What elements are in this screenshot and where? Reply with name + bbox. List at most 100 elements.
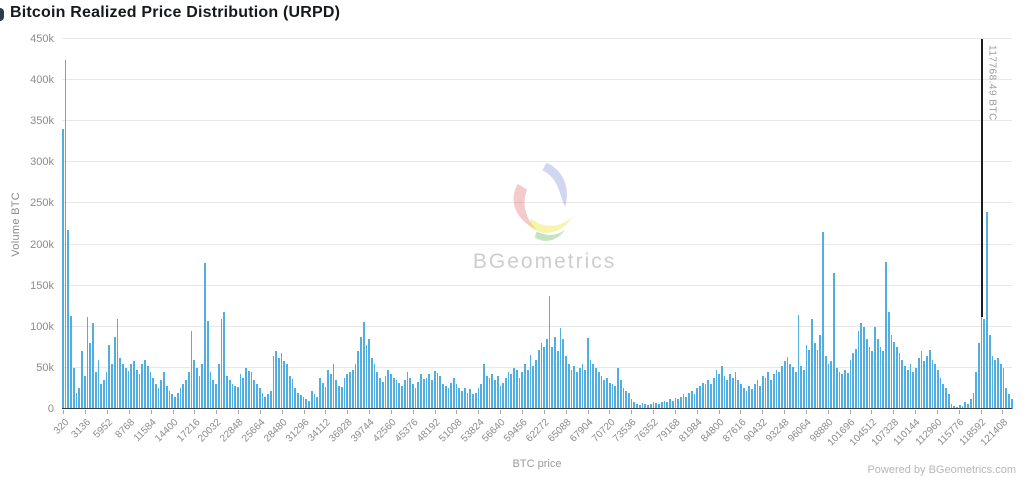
bar [103,380,105,409]
x-tick-mark [805,410,807,414]
bar [165,385,168,409]
bar [135,369,138,409]
bar [524,363,526,409]
bar [316,396,319,409]
bar [871,351,874,409]
bar [808,349,811,409]
x-tick-mark [587,410,589,414]
x-tick-label: 36928 [327,417,356,445]
bar [187,372,190,409]
bar [220,318,223,409]
plot-area[interactable]: 117768.49 BTC BGeometrics [62,38,1013,409]
bar [633,402,636,409]
x-tick-mark [412,410,414,414]
bar [797,315,800,409]
bar [381,381,384,409]
bar [980,314,983,409]
y-tick-label: 450k [30,33,54,45]
x-tick-label: 42560 [371,417,399,445]
bar [122,363,124,409]
bar [606,377,608,409]
bar [436,372,439,409]
bar [171,394,174,409]
x-tick-mark [390,410,392,414]
x-tick-mark [128,410,130,414]
gridline [62,366,1012,368]
bar [496,376,499,409]
gridline [62,284,1012,286]
bar [163,372,165,409]
bar [217,363,220,409]
bar [570,369,573,409]
gridline [62,120,1012,122]
x-tick-mark [369,410,371,414]
x-tick-label: 79168 [655,417,683,445]
bar [937,369,939,409]
bar [368,339,370,409]
bar [554,336,556,409]
chart-title: Bitcoin Realized Price Distribution (URP… [10,4,341,21]
x-tick-mark [784,410,786,414]
x-tick-label: 62272 [524,417,552,445]
x-tick-mark [521,410,523,414]
x-tick-mark [958,410,960,414]
bar [349,372,351,409]
x-tick-label: 17216 [174,417,203,445]
x-tick-label: 45376 [393,417,421,445]
bar [863,326,865,409]
bar [778,372,781,409]
x-tick-mark [915,410,917,414]
bar [149,372,152,409]
bar [772,374,775,409]
bar [663,400,666,409]
bar [417,381,420,409]
bar [157,387,160,409]
bar [425,377,428,409]
bar [113,336,116,409]
bar [950,404,953,409]
x-tick-label: 5952 [91,417,115,441]
bar [250,372,253,409]
x-tick-label: 20032 [196,417,225,445]
bar [72,367,75,409]
bar [731,377,734,409]
bar [234,385,236,409]
bar [138,374,141,409]
footer-credit[interactable]: Powered by BGeometrics.com [867,464,1016,476]
bar [972,392,975,409]
bar [567,363,570,409]
bar [409,377,411,409]
bar [305,399,308,409]
bar [461,390,463,409]
x-axis-line [62,408,1012,409]
bar [999,363,1002,409]
bar [444,385,447,409]
bar [127,371,130,409]
bar [275,351,278,409]
bar [576,372,578,409]
y-axis-labels: 0 50k 100k 150k 200k 250k 300k 350k 400k 450k [0,33,54,415]
bar [370,358,373,409]
x-tick-mark [259,410,261,414]
bar [756,380,759,409]
bar [789,363,792,409]
bar [526,369,529,409]
bar [827,363,830,409]
bar [480,384,483,409]
x-tick-mark [107,410,109,414]
bar [893,341,895,409]
bar [671,400,674,409]
bar [308,400,310,409]
x-tick-mark [871,410,873,414]
bar [433,371,436,409]
x-tick-label: 28480 [262,417,290,445]
bar [835,367,838,409]
bar [617,367,619,409]
x-tick-mark [653,410,655,414]
bar [64,59,67,409]
bar [182,384,185,409]
bar [822,232,824,409]
bar [595,367,597,409]
bar [890,335,893,409]
bar [247,371,250,409]
